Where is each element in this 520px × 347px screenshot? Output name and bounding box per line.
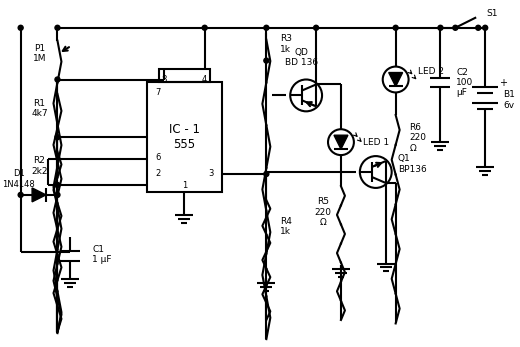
Bar [147,83,222,192]
Circle shape [202,25,207,30]
Circle shape [264,171,269,177]
Text: 8: 8 [161,75,166,84]
Text: R6
220
Ω: R6 220 Ω [410,123,426,153]
Text: 1: 1 [181,181,187,191]
Circle shape [55,135,60,140]
Bar [159,69,210,83]
Circle shape [453,25,458,30]
Text: R3
1k: R3 1k [280,34,292,54]
Circle shape [393,25,398,30]
Text: 3: 3 [208,169,214,178]
Text: 4: 4 [202,75,207,84]
Text: +: + [499,78,507,88]
Text: LED 1: LED 1 [363,138,389,147]
Polygon shape [32,188,46,202]
Circle shape [314,25,319,30]
Text: R2
2k2: R2 2k2 [31,156,48,176]
Text: C1
1 μF: C1 1 μF [92,245,112,264]
Circle shape [18,25,23,30]
Text: Q1
BP136: Q1 BP136 [398,154,426,174]
Polygon shape [334,135,348,149]
Text: R5
220
Ω: R5 220 Ω [315,197,332,227]
Text: S1: S1 [486,9,498,18]
Circle shape [55,25,60,30]
Text: D1
1N4148: D1 1N4148 [2,169,35,189]
Polygon shape [388,73,402,86]
Circle shape [264,58,269,63]
Circle shape [483,25,488,30]
Text: 6: 6 [155,153,160,162]
Text: QD
BD 136: QD BD 136 [284,48,318,67]
Text: R4
1k: R4 1k [280,217,292,236]
Circle shape [438,25,443,30]
Text: C2
100
μF: C2 100 μF [457,68,474,98]
Circle shape [55,77,60,82]
Circle shape [476,25,480,30]
Circle shape [55,183,60,187]
Circle shape [18,192,23,197]
Text: 2: 2 [155,169,160,178]
Text: IC - 1
555: IC - 1 555 [169,123,200,151]
Text: B1
6v: B1 6v [503,90,515,110]
Circle shape [55,192,60,197]
Text: 7: 7 [155,88,160,97]
Text: R1
4k7: R1 4k7 [31,99,48,118]
Text: LED 2: LED 2 [418,67,444,76]
Text: P1
1M: P1 1M [33,44,46,64]
Circle shape [264,25,269,30]
